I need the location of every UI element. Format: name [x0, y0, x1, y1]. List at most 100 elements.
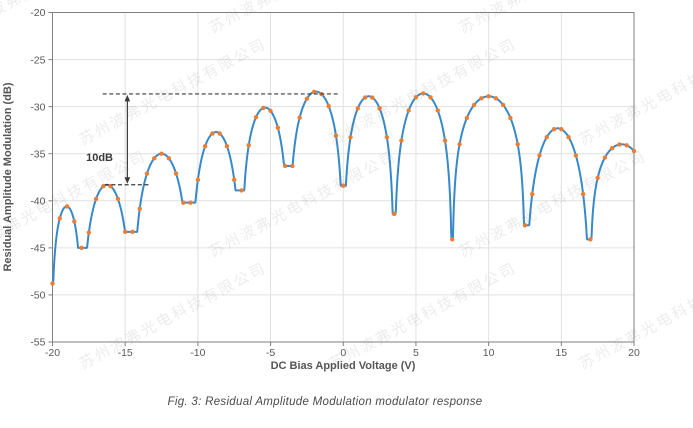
data-point-marker	[479, 96, 484, 101]
x-axis-title: DC Bias Applied Voltage (V)	[271, 360, 416, 372]
data-point-marker	[64, 204, 70, 209]
data-point-marker	[435, 108, 440, 113]
data-point-marker	[421, 91, 426, 96]
arrow-head-down-icon	[124, 177, 131, 184]
data-point-marker	[362, 95, 368, 100]
data-point-marker	[137, 206, 142, 211]
data-point-marker	[297, 115, 302, 120]
y-tick-label: -20	[30, 7, 45, 19]
data-point-marker	[217, 131, 222, 136]
data-point-marker	[290, 163, 295, 169]
data-point-marker	[188, 200, 193, 205]
data-point-marker	[450, 237, 455, 242]
tick-labels: -20 -15 -10 -5 0 5 10 15 20-20-25-30-35-40-45-50…	[30, 7, 640, 359]
data-point-marker	[508, 115, 513, 121]
data-point-marker	[551, 127, 557, 132]
data-point-marker	[391, 211, 397, 217]
data-point-marker	[311, 89, 317, 95]
data-point-marker	[166, 156, 171, 161]
data-point-marker	[173, 171, 179, 176]
data-point-marker	[617, 142, 622, 147]
y-tick-label: -45	[30, 243, 45, 255]
data-point-marker	[624, 143, 629, 148]
data-point-marker	[559, 127, 564, 132]
x-tick-label: 5	[413, 347, 419, 359]
data-point-marker	[573, 153, 579, 158]
y-tick-label: -35	[30, 148, 45, 160]
data-point-marker	[232, 177, 237, 183]
x-tick-label: 0	[340, 347, 346, 359]
data-point-marker	[246, 142, 251, 148]
data-point-marker	[72, 219, 77, 224]
data-point-marker	[304, 96, 310, 101]
data-point-marker	[181, 200, 186, 205]
x-tick-label: 15	[555, 347, 567, 359]
y-axis-title: Residual Amplitude Modulation (dB)	[2, 82, 14, 271]
y-tick-label: -40	[30, 195, 45, 207]
data-point-marker	[355, 106, 360, 111]
data-point-marker	[377, 106, 382, 111]
x-tick-label: 10	[483, 347, 495, 359]
data-point-marker	[464, 115, 470, 121]
data-point-marker	[530, 191, 535, 197]
data-point-marker	[457, 142, 462, 147]
data-point-marker	[348, 135, 353, 140]
data-point-marker	[406, 108, 411, 113]
data-point-marker	[515, 142, 520, 147]
data-point-marker	[130, 229, 135, 235]
x-tick-label: -5	[266, 347, 275, 359]
data-point-marker	[268, 108, 273, 114]
data-point-marker	[210, 131, 215, 136]
data-point-marker	[341, 183, 346, 188]
data-point-marker	[500, 102, 506, 108]
data-point-marker	[282, 163, 288, 169]
data-point-marker	[428, 95, 433, 100]
x-tick-label: 20	[628, 347, 640, 359]
data-point-marker	[253, 114, 259, 120]
data-point-marker	[86, 230, 92, 235]
data-point-marker	[57, 216, 62, 221]
data-point-marker	[544, 134, 549, 140]
data-point-marker	[333, 133, 339, 138]
data-point-marker	[195, 177, 201, 183]
annotation-label: 10dB	[86, 152, 113, 164]
x-tick-label: -20	[45, 347, 60, 359]
data-point-marker	[224, 143, 230, 149]
y-tick-label: -50	[30, 290, 45, 302]
data-point-marker	[442, 138, 448, 143]
data-point-marker	[522, 223, 528, 228]
data-point-marker	[537, 153, 542, 158]
x-tick-label: -10	[190, 347, 205, 359]
data-point-marker	[239, 188, 244, 193]
y-tick-label: -30	[30, 101, 45, 113]
data-point-marker	[93, 196, 99, 202]
data-point-marker	[493, 96, 499, 101]
data-point-marker	[631, 148, 637, 154]
arrow-head-up-icon	[124, 94, 131, 102]
y-tick-label: -25	[30, 54, 45, 66]
data-point-marker	[399, 138, 404, 143]
grid-layer	[52, 12, 634, 342]
data-point-marker	[115, 196, 121, 202]
data-point-marker	[471, 102, 477, 108]
data-point-marker	[609, 145, 615, 151]
data-point-marker	[602, 155, 608, 160]
data-point-marker	[79, 245, 84, 251]
data-point-marker	[101, 184, 106, 189]
tick-marks	[48, 12, 635, 346]
data-point-marker	[370, 95, 375, 100]
y-tick-label: -55	[30, 337, 45, 349]
data-point-marker	[486, 94, 491, 99]
data-point-marker	[50, 281, 55, 286]
data-point-marker	[159, 151, 164, 156]
data-point-marker	[588, 237, 593, 242]
data-point-marker	[326, 103, 331, 109]
annotation-group: 10dB	[86, 93, 341, 186]
data-point-marker	[202, 143, 208, 149]
data-point-marker	[261, 105, 266, 111]
data-point-marker	[152, 156, 157, 161]
figure-caption: Fig. 3: Residual Amplitude Modulation mo…	[167, 396, 483, 408]
data-point-marker	[275, 125, 281, 130]
